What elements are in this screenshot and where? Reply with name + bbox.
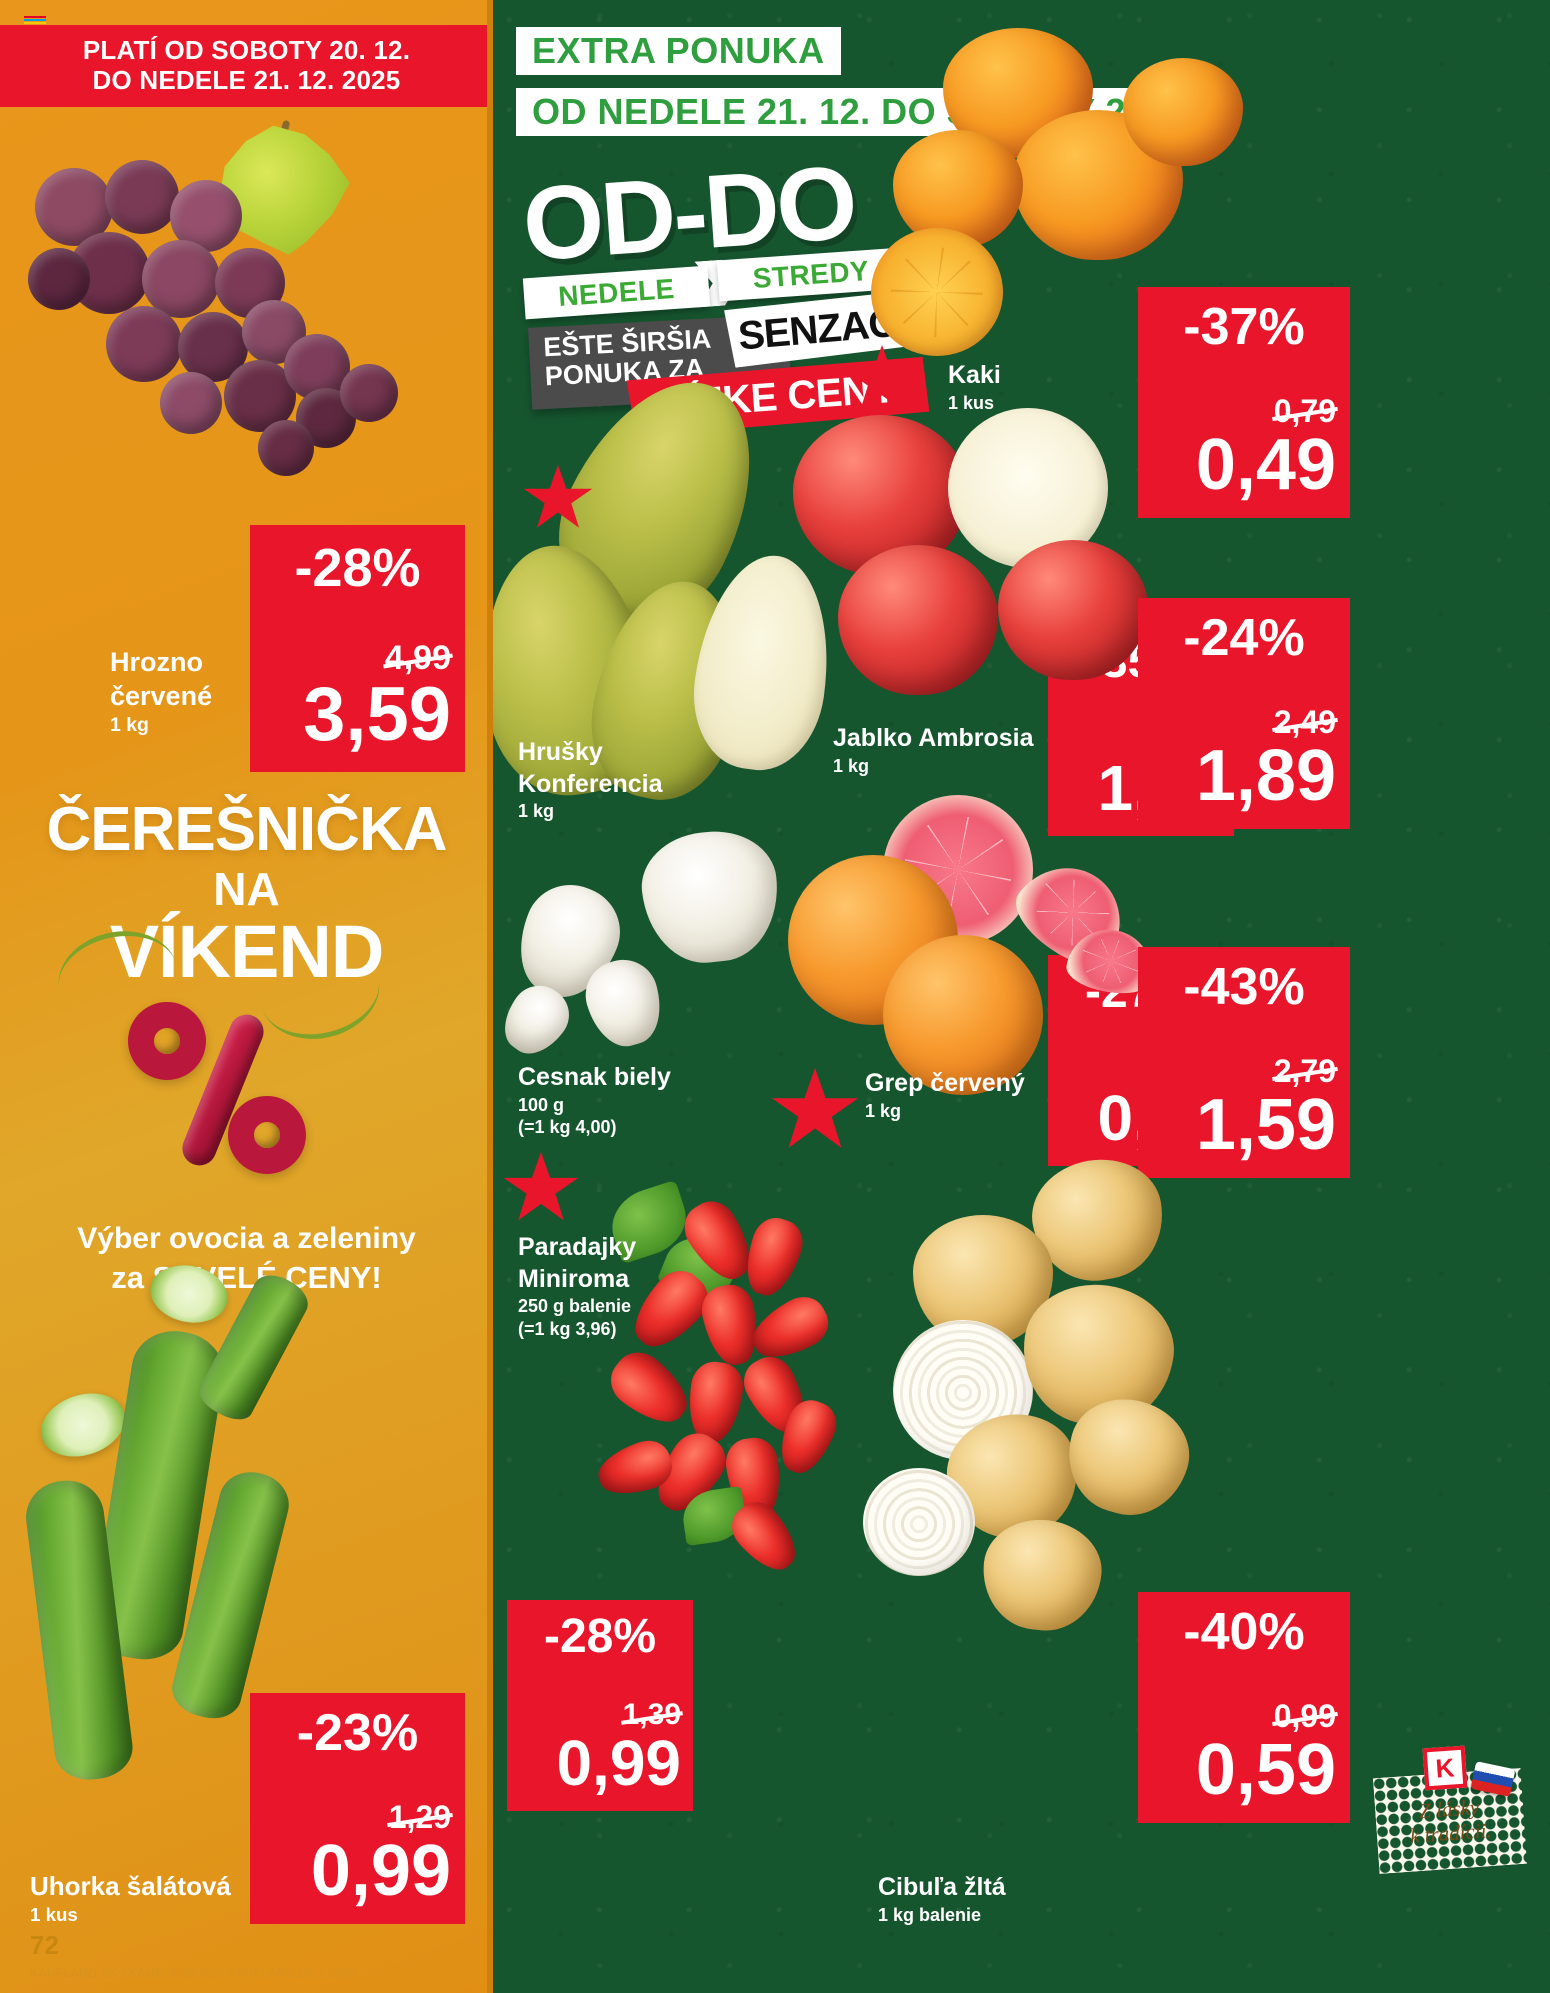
cherry-heading-line-3: VÍKEND [109, 910, 385, 994]
kaki-new-price: 0,49 [1195, 425, 1336, 505]
grapes-image [10, 120, 410, 476]
pears-name-2: Konferencia [518, 769, 663, 798]
tomatoes-unit-2: (=1 kg 3,96) [518, 1318, 617, 1339]
price-tag-grapes: -28% 4,99 3,59 [250, 525, 465, 772]
price-tag-apple: -24% 2,49 1,89 [1138, 598, 1350, 830]
cherry-subtext: Výber ovocia a zeleniny za SKVELÉ CENY! [0, 1222, 493, 1296]
garlic-unit-2: (=1 kg 4,00) [518, 1117, 617, 1138]
validity-line-2: DO NEDELE 21. 12. 2025 [92, 65, 401, 96]
grapefruit-new-price: 1,59 [1195, 1085, 1336, 1165]
cucumber-discount-badge: -23% [250, 1693, 465, 1775]
kaki-name: Kaki [948, 361, 1001, 389]
tomatoes-name: Paradajky [518, 1233, 637, 1261]
star-decoration-4 [503, 1152, 579, 1221]
cucumber-new-price: 0,99 [310, 1831, 451, 1911]
tradition-stamp-line-2: k tradícii. [1409, 1818, 1493, 1848]
tomatoes-new-price: 0,99 [556, 1727, 681, 1799]
cherry-heading-line-2: NA [213, 862, 280, 915]
cherry-subtext-line-1: Výber ovocia a zeleniny [77, 1222, 416, 1255]
product-label-grapefruit: Grep červený 1 kg [865, 1068, 1025, 1122]
price-tag-grapefruit: -43% 2,79 1,59 [1138, 947, 1350, 1179]
cherry-weekend-heading: ČEREŠNIČKA NA VÍKEND [0, 795, 493, 994]
price-tag-cucumber: -23% 1,29 0,99 [250, 1693, 465, 1925]
kaki-old-price: 0,79 [1273, 393, 1336, 429]
cherry-heading-line-1: ČEREŠNIČKA [46, 795, 448, 864]
cucumber-name: Uhorka šalátová [30, 1871, 231, 1901]
validity-banner: PLATÍ OD SOBOTY 20. 12. DO NEDELE 21. 12… [0, 25, 493, 108]
product-label-tomatoes: Paradajky Miniroma 250 g balenie (=1 kg … [518, 1232, 636, 1340]
cucumber-old-price: 1,29 [388, 1799, 451, 1835]
product-label-cucumber: Uhorka šalátová 1 kus [30, 1870, 231, 1926]
apple-discount-badge: -24% [1138, 598, 1350, 680]
grapes-old-price: 4,99 [384, 639, 451, 677]
grapefruit-old-price: 2,79 [1273, 1053, 1336, 1089]
percent-ring-bottom-icon [228, 1096, 306, 1174]
tomatoes-unit: 250 g balenie [518, 1296, 632, 1316]
tomatoes-name-2: Miniroma [518, 1264, 630, 1293]
cherry-subtext-line-2: za SKVELÉ CENY! [111, 1260, 382, 1295]
garlic-name: Cesnak biely [518, 1063, 671, 1091]
price-tag-tomatoes: -28% 1,39 0,99 [507, 1600, 693, 1811]
right-panel: EXTRA PONUKA OD NEDELE 21. 12. DO STREDY… [493, 0, 1550, 1993]
grapes-discount-badge: -28% [250, 525, 465, 613]
tomatoes-discount-badge: -28% [507, 1600, 693, 1676]
pears-name: Hrušky [518, 738, 603, 766]
grapes-name: Hrozno [110, 647, 203, 677]
tradition-stamp-line-1: Z lásky [1418, 1794, 1480, 1824]
grapefruit-unit: 1 kg [865, 1100, 902, 1121]
left-panel: PLATÍ OD SOBOTY 20. 12. DO NEDELE 21. 12… [0, 0, 493, 1993]
onion-discount-badge: -40% [1138, 1592, 1350, 1674]
product-label-apple: Jablko Ambrosia 1 kg [833, 723, 1034, 777]
cucumber-unit: 1 kus [30, 1903, 78, 1925]
grapefruit-discount-badge: -43% [1138, 947, 1350, 1029]
pears-unit: 1 kg [518, 801, 555, 821]
validity-line-1: PLATÍ OD SOBOTY 20. 12. [82, 35, 411, 65]
kaufland-k-logo-icon: K [1422, 1745, 1468, 1791]
apple-new-price: 1,89 [1195, 736, 1336, 816]
tomatoes-old-price: 1,39 [622, 1698, 681, 1731]
onion-unit: 1 kg balenie [878, 1904, 982, 1925]
onion-old-price: 0,99 [1273, 1698, 1336, 1734]
page-number: 72 [30, 1930, 59, 1960]
apple-name: Jablko Ambrosia [833, 724, 1034, 752]
grapes-new-price: 3,59 [303, 672, 451, 757]
apple-old-price: 2,49 [1273, 704, 1336, 740]
price-tag-kaki: -37% 0,79 0,49 [1138, 287, 1350, 519]
extra-offer-heading: EXTRA PONUKA [516, 27, 841, 75]
onion-name: Cibuľa žltá [878, 1873, 1006, 1901]
price-tag-onion: -40% 0,99 0,59 [1138, 1592, 1350, 1824]
product-label-pears: Hrušky Konferencia 1 kg [518, 737, 662, 823]
cherry-percent-graphic [49, 920, 390, 1180]
garlic-unit: 100 g [518, 1094, 565, 1115]
onion-new-price: 0,59 [1195, 1730, 1336, 1810]
kaki-discount-badge: -37% [1138, 287, 1350, 369]
grapes-name-2: červené [110, 681, 213, 712]
kaki-unit: 1 kus [948, 392, 995, 413]
product-label-grapes: Hrozno červené 1 kg [110, 645, 212, 738]
grapefruit-name: Grep červený [865, 1069, 1025, 1097]
apple-unit: 1 kg [833, 755, 870, 776]
star-decoration-3 [771, 1068, 859, 1148]
grapes-unit: 1 kg [110, 714, 149, 737]
product-label-onion: Cibuľa žltá 1 kg balenie [878, 1872, 1006, 1926]
footer-note: KAUFLAND.SK / KAUFLAND.CZ / KAUFLAND.DE … [30, 1966, 356, 1980]
product-label-kaki: Kaki 1 kus [948, 360, 1001, 414]
product-label-garlic: Cesnak biely 100 g (=1 kg 4,00) [518, 1062, 671, 1139]
